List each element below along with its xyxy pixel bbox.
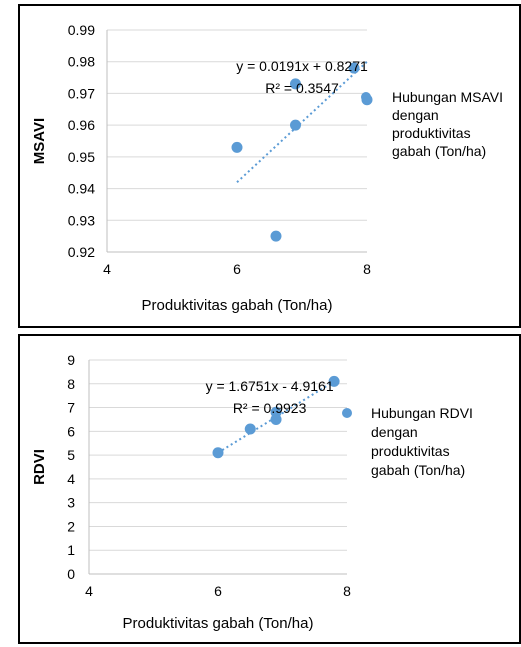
rdvi-data-point (212, 447, 224, 459)
rdvi-x-tick-label: 4 (85, 583, 93, 599)
msavi-y-tick-label: 0.97 (68, 85, 95, 101)
rdvi-y-tick-label: 8 (67, 376, 75, 392)
rdvi-y-tick-label: 2 (67, 518, 75, 534)
msavi-data-point (270, 230, 282, 242)
rdvi-y-tick-label: 6 (67, 423, 75, 439)
msavi-trendline-r-squared: R² = 0.3547 (265, 80, 339, 96)
msavi-legend-marker (361, 92, 371, 102)
msavi-y-tick-label: 0.99 (68, 22, 95, 38)
rdvi-data-point (244, 423, 256, 435)
msavi-y-tick-label: 0.92 (68, 244, 95, 260)
rdvi-y-tick-label: 7 (67, 400, 75, 416)
rdvi-y-tick-label: 1 (67, 542, 75, 558)
msavi-data-point (290, 119, 301, 131)
rdvi-y-axis-title: RDVI (31, 449, 48, 485)
rdvi-legend-marker (342, 408, 352, 418)
msavi-y-tick-label: 0.95 (68, 149, 95, 165)
msavi-y-tick-label: 0.94 (68, 181, 95, 197)
msavi-x-tick-label: 8 (363, 261, 371, 277)
rdvi-data-point (328, 375, 340, 387)
msavi-data-point (348, 62, 360, 74)
rdvi-y-tick-label: 4 (67, 471, 75, 487)
rdvi-x-axis-title: Produktivitas gabah (Ton/ha) (123, 615, 314, 632)
rdvi-y-tick-label: 3 (67, 495, 75, 511)
msavi-x-axis-title: Produktivitas gabah (Ton/ha) (142, 297, 333, 314)
rdvi-x-tick-label: 8 (343, 583, 351, 599)
msavi-y-tick-label: 0.98 (68, 54, 95, 70)
msavi-x-tick-label: 6 (233, 261, 241, 277)
msavi-y-axis-title: MSAVI (31, 118, 48, 164)
rdvi-trendline-r-squared: R² = 0.9923 (233, 400, 307, 416)
rdvi-trendline-equation: y = 1.6751x - 4.9161 (206, 378, 334, 394)
rdvi-x-tick-label: 6 (214, 583, 222, 599)
msavi-y-tick-label: 0.93 (68, 212, 95, 228)
rdvi-y-tick-label: 9 (67, 352, 75, 368)
msavi-y-tick-label: 0.96 (68, 117, 95, 133)
msavi-trendline-equation: y = 0.0191x + 0.8271 (236, 58, 368, 74)
rdvi-y-tick-label: 5 (67, 447, 75, 463)
rdvi-legend-label: Hubungan RDVI dengan produktivitas gabah (T… (371, 405, 473, 478)
msavi-data-point (290, 78, 301, 90)
chart-panel-rdvi: 0 1 2 3 4 5 6 7 8 9 4 6 8 Produktivitas gabah (Ton/ha… (18, 334, 521, 644)
rdvi-y-tick-label: 0 (67, 566, 75, 582)
rdvi-scatter-chart: 0 1 2 3 4 5 6 7 8 9 4 6 8 Produktivitas gabah (Ton/ha… (31, 352, 473, 632)
chart-panel-msavi: 0.92 0.93 0.94 0.95 0.96 0.97 0.98 0.99 4 6 8 Produ… (18, 4, 521, 328)
msavi-scatter-chart: 0.92 0.93 0.94 0.95 0.96 0.97 0.98 0.99 4 6 8 Produ… (31, 22, 503, 314)
msavi-legend-label: Hubungan MSAVI dengan produktivitas gabah (… (392, 89, 503, 159)
msavi-data-point (231, 141, 243, 153)
rdvi-data-point (270, 406, 282, 418)
msavi-x-tick-label: 4 (103, 261, 111, 277)
